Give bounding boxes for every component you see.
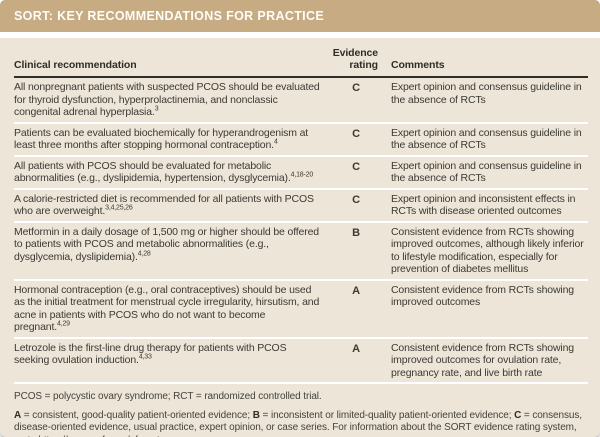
- recommendation-text: Metformin in a daily dosage of 1,500 mg …: [14, 225, 319, 263]
- evidence-rating-cell: B: [352, 226, 360, 239]
- recommendation-text: All patients with PCOS should be evaluat…: [14, 159, 291, 185]
- comment-cell: Consistent evidence from RCTs showing im…: [391, 225, 584, 276]
- evidence-rating-cell: A: [352, 342, 360, 355]
- table-rows: All nonpregnant patients with suspected …: [14, 78, 588, 382]
- table-title: SORT: KEY RECOMMENDATIONS FOR PRACTICE: [14, 9, 325, 23]
- column-header-evidence-line1: Evidence: [332, 47, 378, 59]
- recommendation-cell: Metformin in a daily dosage of 1,500 mg …: [14, 226, 332, 276]
- citation-superscript: 4,18-20: [290, 171, 314, 179]
- citation-superscript: 4: [273, 138, 278, 146]
- evidence-rating-cell: C: [352, 193, 360, 206]
- comment-cell: Expert opinion and inconsistent effects …: [391, 192, 576, 218]
- evidence-rating-cell: C: [352, 160, 360, 173]
- recommendation-cell: Letrozole is the first-line drug therapy…: [14, 342, 332, 380]
- citation-superscript: 3,4,25,26: [105, 204, 133, 212]
- column-header-evidence-line2: rating: [349, 59, 378, 71]
- comment-cell: Consistent evidence from RCTs showing im…: [391, 341, 574, 379]
- table-row: Hormonal contraception (e.g., oral contr…: [14, 278, 588, 337]
- abbreviations-footnote: PCOS = polycystic ovary syndrome; RCT = …: [14, 391, 322, 402]
- recommendation-text: Hormonal contraception (e.g., oral contr…: [14, 283, 320, 334]
- recommendation-cell: Hormonal contraception (e.g., oral contr…: [14, 284, 332, 334]
- table-body-panel: Clinical recommendation Evidence rating …: [0, 38, 600, 437]
- table-row: Patients can be evaluated biochemically …: [14, 121, 588, 155]
- column-header-evidence-rating: Evidence rating: [332, 47, 380, 71]
- citation-superscript: 4,28: [137, 250, 151, 257]
- table-row: Letrozole is the first-line drug therapy…: [14, 336, 588, 383]
- table-row: Metformin in a daily dosage of 1,500 mg …: [14, 220, 588, 279]
- table-row: A calorie-restricted diet is recommended…: [14, 187, 588, 221]
- column-header-clinical-recommendation: Clinical recommendation: [14, 59, 137, 71]
- column-header-comments: Comments: [391, 59, 445, 71]
- footnotes-section: PCOS = polycystic ovary syndrome; RCT = …: [14, 382, 588, 437]
- comment-cell: Expert opinion and consensus guideline i…: [391, 81, 582, 106]
- citation-superscript: 4,29: [57, 320, 70, 328]
- citation-superscript: 3: [154, 105, 159, 113]
- recommendation-cell: All nonpregnant patients with suspected …: [14, 81, 332, 119]
- recommendation-cell: Patients can be evaluated biochemically …: [14, 127, 332, 152]
- table-title-band: SORT: KEY RECOMMENDATIONS FOR PRACTICE: [0, 0, 600, 32]
- evidence-rating-cell: C: [352, 127, 360, 140]
- comment-cell: Expert opinion and consensus guideline i…: [391, 126, 582, 152]
- evidence-rating-cell: A: [352, 284, 360, 297]
- comment-cell: Expert opinion and consensus guideline i…: [391, 159, 582, 185]
- citation-superscript: 4,33: [138, 353, 152, 361]
- recommendation-text: A calorie-restricted diet is recommended…: [14, 192, 314, 218]
- table-row: All patients with PCOS should be evaluat…: [14, 154, 588, 188]
- evidence-rating-key-footnote: A = consistent, good-quality patient-ori…: [14, 409, 582, 437]
- recommendation-text: Letrozole is the first-line drug therapy…: [14, 341, 287, 367]
- recommendation-cell: A calorie-restricted diet is recommended…: [14, 193, 332, 218]
- comment-cell: Consistent evidence from RCTs showing im…: [391, 283, 574, 309]
- recommendation-text: Patients can be evaluated biochemically …: [14, 126, 309, 152]
- recommendation-text: All nonpregnant patients with suspected …: [14, 81, 320, 118]
- column-header-row: Clinical recommendation Evidence rating …: [14, 43, 588, 78]
- table-row: All nonpregnant patients with suspected …: [14, 78, 588, 122]
- evidence-rating-cell: C: [352, 82, 360, 94]
- recommendation-cell: All patients with PCOS should be evaluat…: [14, 160, 332, 185]
